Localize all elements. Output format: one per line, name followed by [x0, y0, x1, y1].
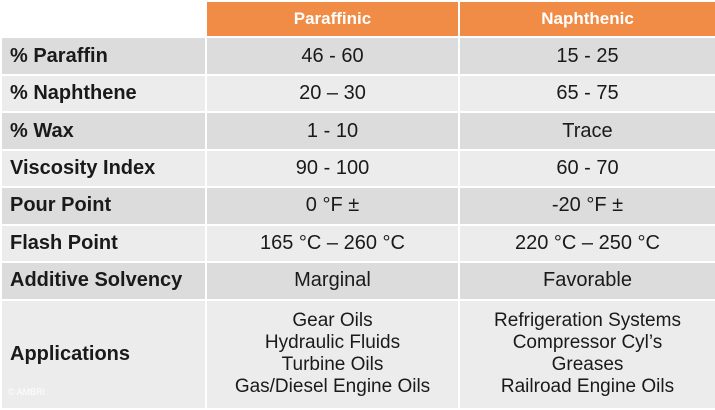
row-label: Applications — [0, 298, 207, 410]
row-label: Pour Point — [0, 186, 207, 226]
table-row: Viscosity Index 90 - 100 60 - 70 — [0, 148, 715, 189]
paraffinic-value: 20 – 30 — [205, 73, 460, 114]
row-label: Viscosity Index — [0, 148, 207, 189]
paraffinic-value: 0 °F ± — [205, 186, 460, 226]
row-label: Flash Point — [0, 223, 207, 264]
row-label: % Paraffin — [0, 36, 207, 76]
naphthenic-value: 60 - 70 — [458, 148, 715, 189]
naphthenic-applications: Refrigeration Systems Compressor Cyl’s G… — [458, 298, 715, 410]
paraffinic-value: 1 - 10 — [205, 111, 460, 151]
row-label: % Naphthene — [0, 73, 207, 114]
table-row: Flash Point 165 °C – 260 °C 220 °C – 250… — [0, 223, 715, 264]
naphthenic-value: -20 °F ± — [458, 186, 715, 226]
header-paraffinic: Paraffinic — [205, 0, 460, 39]
application-item: Compressor Cyl’s — [512, 332, 663, 354]
application-item: Railroad Engine Oils — [500, 376, 675, 398]
paraffinic-value: 90 - 100 — [205, 148, 460, 189]
paraffinic-applications: Gear Oils Hydraulic Fluids Turbine Oils … — [205, 298, 460, 410]
paraffinic-value: 165 °C – 260 °C — [205, 223, 460, 264]
naphthenic-value: 15 - 25 — [458, 36, 715, 76]
application-item: Hydraulic Fluids — [264, 332, 401, 354]
row-label: Additive Solvency — [0, 261, 207, 301]
applications-row: Applications Gear Oils Hydraulic Fluids … — [0, 298, 715, 410]
naphthenic-value: 220 °C – 250 °C — [458, 223, 715, 264]
table-row: Pour Point 0 °F ± -20 °F ± — [0, 186, 715, 226]
table-row: % Paraffin 46 - 60 15 - 25 — [0, 36, 715, 76]
paraffinic-value: Marginal — [205, 261, 460, 301]
application-item: Gas/Diesel Engine Oils — [234, 376, 431, 398]
table-row: % Wax 1 - 10 Trace — [0, 111, 715, 151]
row-label: % Wax — [0, 111, 207, 151]
naphthenic-value: Trace — [458, 111, 715, 151]
application-item: Gear Oils — [292, 310, 373, 332]
application-item: Refrigeration Systems — [494, 310, 681, 332]
application-item: Greases — [551, 354, 624, 376]
application-item: Turbine Oils — [281, 354, 384, 376]
naphthenic-value: 65 - 75 — [458, 73, 715, 114]
paraffinic-value: 46 - 60 — [205, 36, 460, 76]
header-naphthenic: Naphthenic — [458, 0, 715, 39]
header-row: Paraffinic Naphthenic — [0, 0, 715, 39]
naphthenic-value: Favorable — [458, 261, 715, 301]
copyright-notice: © AMBRI — [8, 387, 46, 397]
table-row: Additive Solvency Marginal Favorable — [0, 261, 715, 301]
header-blank-cell — [0, 0, 207, 39]
table-row: % Naphthene 20 – 30 65 - 75 — [0, 73, 715, 114]
